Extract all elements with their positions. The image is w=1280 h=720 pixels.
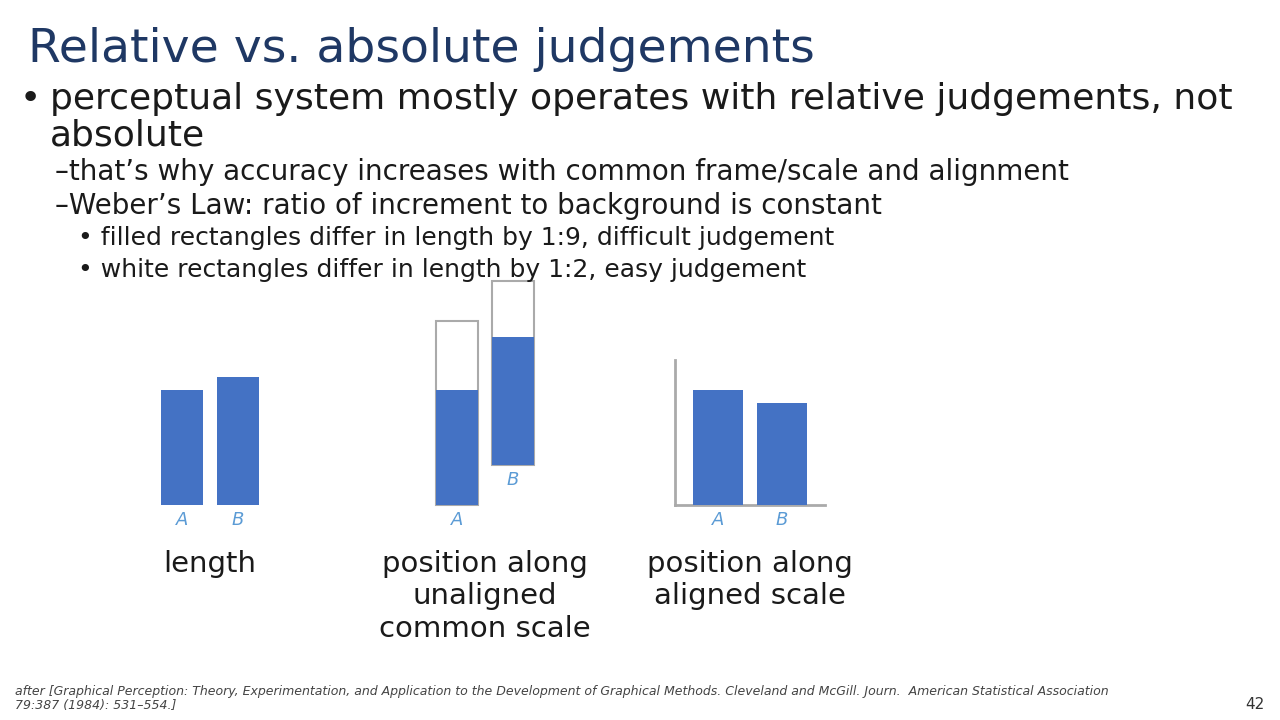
Text: Relative vs. absolute judgements: Relative vs. absolute judgements: [28, 27, 815, 72]
Text: perceptual system mostly operates with relative judgements, not: perceptual system mostly operates with r…: [50, 82, 1233, 116]
Text: 42: 42: [1245, 697, 1265, 712]
Text: position along
aligned scale: position along aligned scale: [648, 550, 852, 611]
Text: B: B: [776, 511, 788, 529]
Bar: [492, 281, 534, 465]
Text: • filled rectangles differ in length by 1:9, difficult judgement: • filled rectangles differ in length by …: [78, 226, 835, 250]
Text: position along
unaligned
common scale: position along unaligned common scale: [379, 550, 591, 643]
Text: A: A: [175, 511, 188, 529]
Text: • white rectangles differ in length by 1:2, easy judgement: • white rectangles differ in length by 1…: [78, 258, 806, 282]
Text: after [Graphical Perception: Theory, Experimentation, and Application to the Dev: after [Graphical Perception: Theory, Exp…: [15, 685, 1108, 698]
Bar: [492, 337, 534, 465]
Bar: [161, 390, 204, 505]
Text: absolute: absolute: [50, 118, 205, 152]
Text: A: A: [712, 511, 724, 529]
Bar: [436, 390, 477, 505]
Text: B: B: [507, 471, 520, 489]
Text: 79:387 (1984): 531–554.]: 79:387 (1984): 531–554.]: [15, 699, 177, 712]
Bar: [436, 321, 477, 505]
Bar: [692, 390, 742, 505]
Text: –Weber’s Law: ratio of increment to background is constant: –Weber’s Law: ratio of increment to back…: [55, 192, 882, 220]
Text: B: B: [232, 511, 244, 529]
Text: A: A: [451, 511, 463, 529]
Text: •: •: [20, 82, 41, 116]
Bar: [218, 377, 259, 505]
Text: –that’s why accuracy increases with common frame/scale and alignment: –that’s why accuracy increases with comm…: [55, 158, 1069, 186]
Text: length: length: [164, 550, 256, 578]
Bar: [756, 402, 806, 505]
